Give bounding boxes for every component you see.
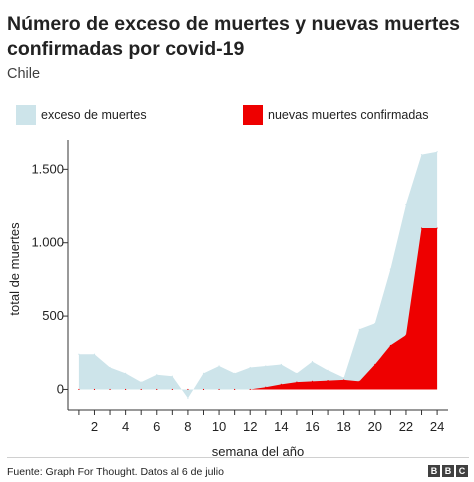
data-point-confirmed-week-17: [327, 380, 329, 382]
legend-label-excess: exceso de muertes: [41, 108, 147, 122]
bbc-logo-letter-1: B: [428, 465, 440, 477]
data-point-confirmed-week-24: [436, 227, 438, 229]
data-point-confirmed-week-12: [249, 388, 251, 391]
data-point-excess-week-7: [171, 375, 173, 377]
data-point-excess-week-2: [93, 353, 96, 355]
data-point-excess-week-20: [374, 322, 376, 325]
data-point-confirmed-week-21: [389, 344, 391, 347]
data-point-confirmed-week-11: [234, 388, 236, 391]
data-point-confirmed-week-5: [140, 388, 142, 391]
y-tick-label-1000: 1.000: [31, 235, 64, 250]
legend-swatch-excess: [16, 105, 36, 125]
data-point-excess-week-12: [249, 366, 251, 369]
data-point-excess-week-1: [78, 353, 80, 355]
y-tick-label-1500: 1.500: [31, 161, 64, 176]
data-point-excess-week-13: [265, 365, 267, 367]
chart-subtitle: Chile: [7, 66, 41, 82]
y-axis-label: total de muertes: [7, 222, 22, 316]
x-tick-label-10: 10: [212, 419, 226, 434]
data-point-confirmed-week-13: [265, 386, 267, 388]
data-point-excess-week-4: [125, 372, 127, 374]
legend-label-confirmed: nuevas muertes confirmadas: [268, 108, 429, 122]
data-point-confirmed-week-20: [374, 363, 376, 366]
bbc-logo-letter-2: B: [442, 465, 454, 477]
y-tick-label-0: 0: [57, 381, 64, 396]
source-note: Fuente: Graph For Thought. Datos al 6 de…: [7, 466, 224, 478]
data-point-excess-week-21: [389, 268, 391, 270]
data-point-excess-week-15: [296, 372, 298, 374]
data-point-excess-week-8: [187, 397, 189, 399]
x-tick-label-12: 12: [243, 419, 257, 434]
x-tick-label-8: 8: [184, 419, 191, 434]
x-tick-label-16: 16: [305, 419, 319, 434]
data-point-excess-week-5: [140, 381, 142, 383]
data-point-excess-week-11: [234, 372, 236, 374]
chart-title: Número de exceso de muertes y nuevas mue…: [7, 13, 461, 60]
x-tick-label-18: 18: [336, 419, 350, 434]
area-confirmed: [78, 228, 438, 390]
x-tick-label-24: 24: [430, 419, 444, 434]
data-point-confirmed-week-3: [109, 388, 111, 391]
data-point-excess-week-3: [109, 366, 111, 369]
bbc-logo-letter-3: C: [456, 465, 468, 477]
data-point-excess-week-17: [327, 369, 329, 371]
data-point-confirmed-week-9: [202, 388, 205, 391]
data-point-confirmed-week-16: [311, 380, 314, 382]
data-point-excess-week-16: [311, 360, 314, 363]
data-point-excess-week-14: [280, 363, 282, 366]
data-point-excess-week-23: [420, 154, 423, 156]
y-tick-label-500: 500: [42, 308, 64, 323]
data-point-excess-week-22: [405, 203, 407, 206]
data-point-confirmed-week-2: [93, 388, 96, 391]
data-point-excess-week-10: [218, 365, 220, 367]
data-point-confirmed-week-15: [296, 381, 298, 383]
x-axis-label: semana del año: [212, 444, 305, 459]
data-point-confirmed-week-22: [405, 334, 407, 336]
data-point-confirmed-week-1: [78, 388, 80, 391]
data-point-confirmed-week-4: [125, 388, 127, 391]
bbc-logo: B B C: [428, 465, 468, 477]
data-point-confirmed-week-7: [171, 388, 173, 391]
legend-swatch-confirmed: [243, 105, 263, 125]
data-point-confirmed-week-18: [343, 379, 345, 381]
data-point-confirmed-week-19: [358, 380, 360, 382]
x-tick-label-20: 20: [368, 419, 382, 434]
footer-divider: [7, 457, 469, 458]
data-point-excess-week-18: [343, 377, 345, 379]
x-tick-label-4: 4: [122, 419, 129, 434]
legend-item-confirmed: nuevas muertes confirmadas: [243, 105, 429, 125]
legend-item-excess: exceso de muertes: [16, 105, 147, 125]
data-point-confirmed-week-14: [280, 383, 282, 385]
data-point-confirmed-week-6: [156, 388, 158, 391]
data-point-confirmed-week-10: [218, 388, 220, 391]
data-point-excess-week-19: [358, 328, 360, 330]
x-tick-label-22: 22: [399, 419, 413, 434]
data-point-excess-week-24: [436, 151, 438, 153]
data-point-excess-week-6: [156, 374, 158, 376]
x-tick-label-6: 6: [153, 419, 160, 434]
x-tick-label-14: 14: [274, 419, 288, 434]
data-point-confirmed-week-23: [420, 227, 423, 229]
data-point-excess-week-9: [202, 372, 205, 374]
data-point-confirmed-week-8: [187, 388, 189, 391]
x-tick-label-2: 2: [91, 419, 98, 434]
